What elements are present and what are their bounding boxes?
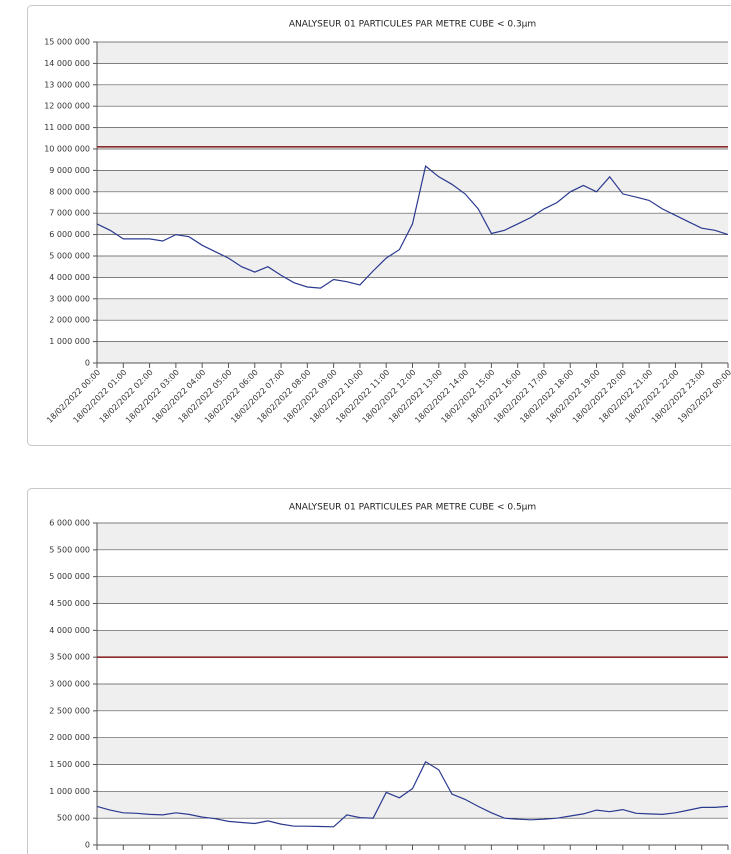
y-tick-label: 9 000 000: [49, 166, 90, 175]
y-tick-label: 3 000 000: [49, 294, 90, 303]
y-tick-label: 6 000 000: [49, 230, 90, 239]
chart-panel: ANALYSEUR 01 PARTICULES PAR METRE CUBE <…: [27, 5, 731, 446]
y-tick-label: 5 500 000: [49, 545, 90, 554]
grid-band: [97, 170, 728, 192]
grid-band: [97, 42, 728, 64]
y-tick-label: 7 000 000: [49, 209, 90, 218]
chart-title: ANALYSEUR 01 PARTICULES PAR METRE CUBE <…: [289, 503, 536, 513]
grid-band: [97, 341, 728, 363]
y-tick-label: 10 000 000: [44, 145, 90, 154]
y-tick-label: 0: [85, 841, 90, 850]
y-tick-label: 12 000 000: [44, 102, 90, 111]
y-tick-label: 4 000 000: [49, 626, 90, 635]
grid-band: [97, 737, 728, 765]
data-line: [96, 165, 729, 289]
y-tick-label: 2 000 000: [49, 316, 90, 325]
y-tick-label: 4 000 000: [49, 273, 90, 282]
y-tick-label: 500 000: [57, 814, 90, 823]
y-tick-label: 11 000 000: [44, 123, 90, 132]
y-tick-label: 13 000 000: [44, 80, 90, 89]
grid-band: [97, 127, 728, 149]
grid-band: [97, 684, 728, 711]
grid-band: [97, 576, 728, 604]
grid-band: [97, 523, 728, 550]
data-line: [96, 760, 729, 828]
y-tick-label: 14 000 000: [44, 59, 90, 68]
y-tick-label: 1 000 000: [49, 337, 90, 346]
y-tick-label: 2 500 000: [49, 706, 90, 715]
y-tick-label: 0: [85, 359, 90, 368]
grid-band: [97, 298, 728, 321]
y-tick-label: 3 500 000: [49, 653, 90, 662]
grid-band: [97, 84, 728, 107]
chart-title: ANALYSEUR 01 PARTICULES PAR METRE CUBE <…: [289, 20, 536, 30]
y-tick-label: 3 000 000: [49, 680, 90, 689]
grid-band: [97, 256, 728, 278]
y-tick-label: 2 000 000: [49, 733, 90, 742]
y-tick-label: 5 000 000: [49, 572, 90, 581]
y-tick-label: 4 500 000: [49, 599, 90, 608]
y-tick-label: 1 000 000: [49, 787, 90, 796]
y-tick-label: 15 000 000: [44, 38, 90, 47]
y-tick-label: 1 500 000: [49, 760, 90, 769]
grid-band: [97, 630, 728, 658]
chart-panel: ANALYSEUR 01 PARTICULES PAR METRE CUBE <…: [27, 488, 731, 854]
y-tick-label: 6 000 000: [49, 519, 90, 528]
y-tick-label: 5 000 000: [49, 252, 90, 261]
grid-band: [97, 791, 728, 819]
y-tick-label: 8 000 000: [49, 187, 90, 196]
